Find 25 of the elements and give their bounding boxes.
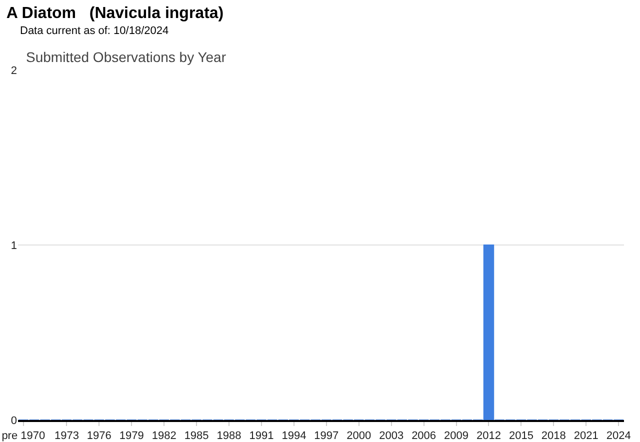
- x-tick-label: 2015: [508, 430, 534, 442]
- x-tick-label: 2003: [379, 430, 404, 442]
- x-tick-label: 1994: [282, 430, 306, 442]
- x-tick-label: 1991: [249, 430, 274, 442]
- y-tick-label: 1: [10, 240, 17, 252]
- y-tick-label: 2: [10, 64, 17, 77]
- x-tick-label: 1976: [86, 430, 112, 442]
- chart-title: A Diatom (Navicula ingrata): [6, 4, 224, 22]
- text: Submitted Observations by Year: [26, 49, 226, 65]
- x-tick-label: 1982: [152, 430, 176, 442]
- x-tick-label: 2024: [606, 430, 631, 442]
- x-tick-label: 1985: [184, 430, 209, 442]
- x-tick-label: 2009: [444, 430, 469, 442]
- y-tick-label: 0: [10, 414, 17, 427]
- x-tick-label: 1988: [216, 430, 242, 442]
- chart-subtitle: Data current as of: 10/18/2024: [20, 25, 169, 37]
- x-tick-label: 2000: [346, 430, 372, 442]
- x-tick-label: 2012: [476, 430, 501, 442]
- x-tick-label: 2006: [412, 430, 436, 442]
- x-tick-label: 2021: [574, 430, 598, 442]
- x-tick-label: 1973: [54, 430, 79, 442]
- x-tick-label: 1979: [119, 430, 144, 442]
- x-tick-label: 2018: [541, 430, 566, 442]
- x-tick-label: 1997: [314, 430, 339, 442]
- x-tick-label: pre 1970: [2, 430, 46, 442]
